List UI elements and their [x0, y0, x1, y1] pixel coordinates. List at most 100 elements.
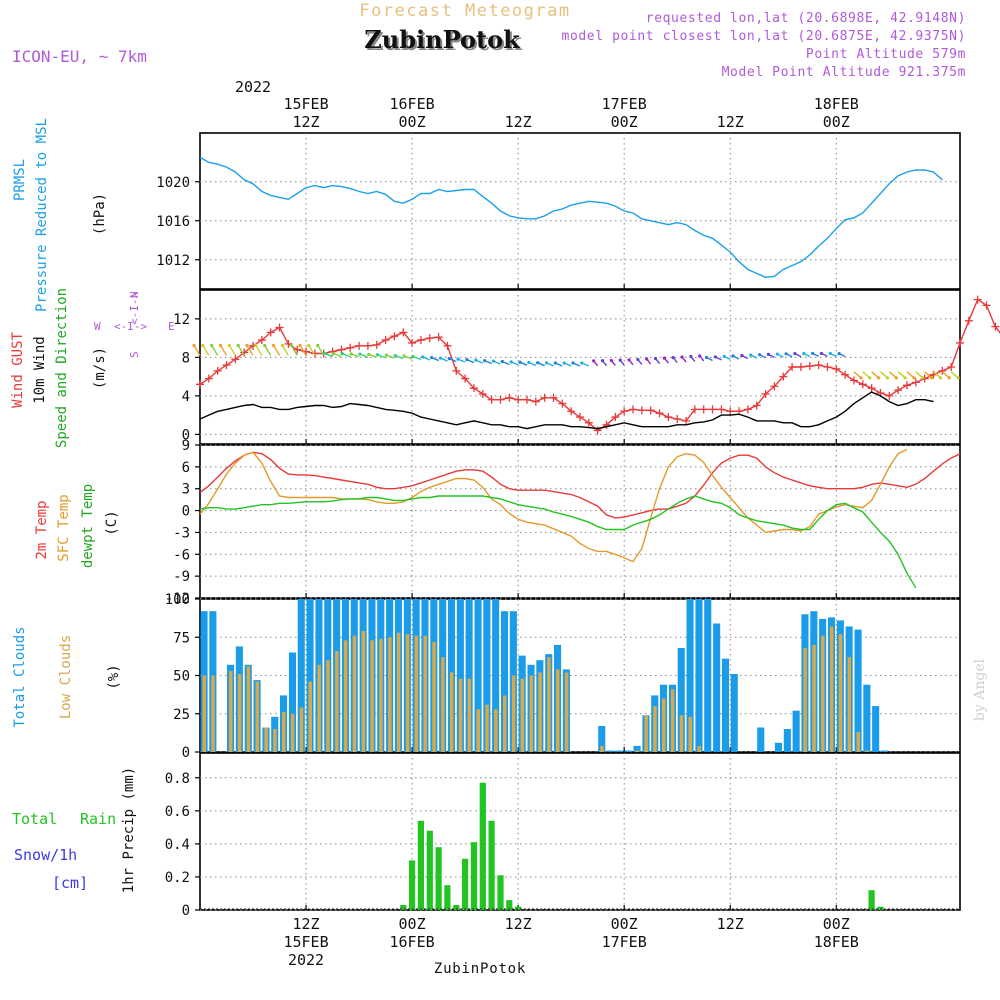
gust-marker — [991, 322, 1000, 331]
wind-arrow-head — [636, 357, 640, 362]
wind-arrow-shaft — [202, 345, 210, 356]
panel-frame — [199, 444, 961, 599]
wind-arrow-head — [704, 355, 709, 360]
gust-marker — [938, 366, 947, 375]
compass-w: W — [94, 320, 101, 333]
low-cloud-bar — [838, 634, 843, 752]
gust-marker — [399, 328, 408, 337]
precip-axis-label: 1hr Precip (mm) — [121, 767, 137, 893]
low-cloud-bar — [255, 681, 259, 752]
low-cloud-bar — [246, 666, 251, 752]
ytick-label: 75 — [173, 630, 190, 646]
ytick-label: -3 — [173, 525, 190, 541]
wind-arrow-head — [671, 355, 675, 360]
ytick-label: 1012 — [156, 253, 190, 269]
total-cloud-bar — [474, 599, 482, 752]
pressure-label-1: PRMSL — [12, 159, 28, 201]
wind-arrow-head — [375, 353, 380, 357]
wind-arrow-head — [775, 352, 779, 356]
low-cloud-bar — [299, 707, 304, 752]
ytick-label: 8 — [182, 350, 190, 366]
wind-arrow-shaft — [264, 345, 272, 356]
gust-marker — [514, 395, 523, 404]
panel-1: 0 4 8 12 — [173, 289, 1000, 445]
low-cloud-bar — [211, 675, 215, 752]
wind-arrow-head — [828, 351, 832, 356]
low-cloud-bar — [458, 678, 463, 752]
gust-marker — [611, 413, 620, 422]
low-cloud-bar — [538, 672, 542, 752]
wind-arrow-head — [210, 343, 214, 348]
t2m-label: 2m Temp — [34, 500, 50, 559]
rain-bar — [506, 900, 513, 910]
gust-marker — [699, 405, 708, 414]
low-cloud-bar — [503, 695, 507, 752]
wind-arrow-head — [868, 376, 872, 380]
rain-bar — [877, 906, 884, 910]
gust-marker — [310, 349, 319, 358]
wind-labels: Wind GUST 10m Wind Speed and Direction (… — [10, 288, 175, 448]
ytick-label: -6 — [173, 547, 190, 563]
low-cloud-bar — [229, 670, 233, 752]
wind-arrow-head — [749, 353, 753, 357]
gust-marker — [770, 382, 779, 391]
model-label: ICON-EU, ~ 7km — [12, 47, 147, 66]
gust-marker — [408, 338, 417, 347]
total-cloud-bar — [730, 674, 738, 752]
gust-marker — [576, 413, 584, 422]
clouds-unit: (%) — [106, 664, 122, 689]
gust-marker — [629, 405, 638, 414]
rain-bar — [479, 782, 486, 910]
wind-arrow-head — [680, 355, 684, 359]
credit-watermark: by Angel — [972, 658, 988, 721]
gust-marker — [496, 395, 505, 404]
bottom-tick-date: 16FEB — [390, 933, 435, 951]
rain-bar — [462, 858, 469, 910]
rain-bar — [488, 820, 495, 910]
gust-marker — [849, 376, 858, 385]
low-cloud-bar — [697, 745, 701, 752]
low-cloud-bar — [600, 745, 604, 752]
gust-marker — [372, 340, 381, 349]
wind-arrow-head — [245, 343, 249, 348]
panel-4: 0 0.2 0.4 0.6 0.8 — [165, 752, 961, 919]
gust-marker — [956, 338, 964, 347]
panel-2: -12 -9 -6 -3 0 3 6 9 — [165, 438, 961, 607]
low-cloud-bar — [564, 672, 569, 752]
gust-marker — [902, 381, 911, 390]
low-cloud-bar — [511, 675, 516, 752]
wind-arrow-head — [393, 353, 397, 358]
ytick-label: -9 — [173, 569, 190, 585]
gust-marker — [964, 316, 973, 325]
model-altitude: Model Point Altitude 921.375m — [722, 65, 966, 80]
ytick-label: 6 — [182, 460, 190, 476]
low-cloud-bar — [396, 632, 401, 752]
series-line-dewpt-temp — [199, 495, 917, 589]
ytick-label: 50 — [173, 669, 190, 685]
bottom-tick-hour: 00Z — [399, 915, 426, 933]
wind-arrow-shaft — [219, 345, 228, 356]
wind-arrow-head — [956, 376, 960, 380]
wind-arrow-head — [465, 358, 469, 362]
panel-3: 0 25 50 75 100 — [165, 592, 961, 761]
gust-marker — [682, 416, 691, 425]
ytick-label: 1020 — [156, 175, 190, 191]
wind-arrow-head — [430, 355, 434, 360]
gust-marker — [522, 395, 531, 404]
gust-marker — [655, 409, 664, 418]
wind-arrow-head — [553, 361, 557, 365]
low-cloud-bar — [237, 674, 242, 752]
location-title-shadow: ZubinPotok — [366, 27, 523, 56]
total-cloud-bar — [757, 727, 765, 752]
gust-marker — [690, 405, 699, 414]
wind-arrow-head — [837, 351, 841, 356]
ytick-label: 9 — [182, 438, 190, 454]
wind-arrow-head — [600, 359, 605, 363]
top-tick-date: 17FEB — [602, 95, 647, 113]
gust-marker — [266, 328, 275, 337]
wind-arrow-head — [811, 351, 815, 356]
compass-n: N — [128, 291, 141, 298]
wind-arrow-head — [912, 376, 916, 380]
wind-arrow-head — [298, 343, 302, 348]
